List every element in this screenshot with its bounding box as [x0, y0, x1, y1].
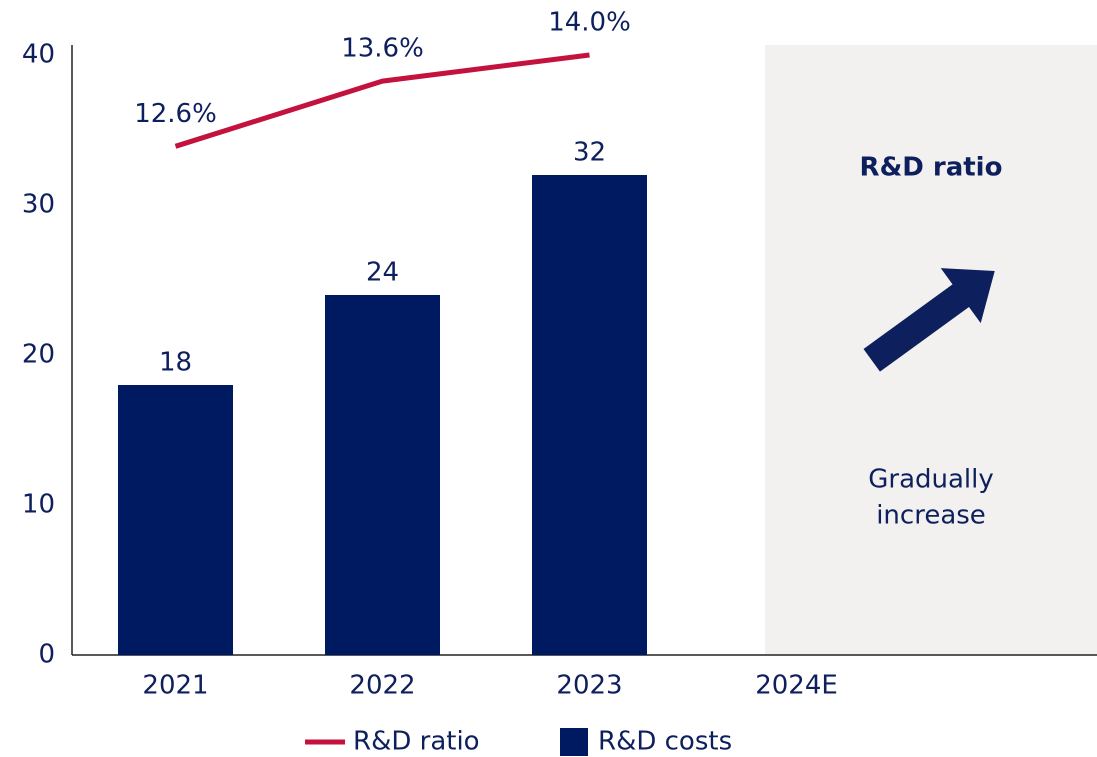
y-tick-label: 40 — [22, 40, 55, 70]
annotation-text: increase — [876, 501, 986, 531]
data-label: 12.6% — [134, 99, 217, 129]
line — [174, 52, 590, 149]
x-tick-label: 2023 — [556, 671, 622, 701]
x-tick-label: 2022 — [349, 671, 415, 701]
data-label: 32 — [573, 138, 606, 168]
legend-swatch — [560, 728, 588, 756]
bar — [325, 295, 440, 655]
data-label: 13.6% — [341, 34, 424, 64]
legend-label: R&D costs — [598, 727, 732, 757]
y-tick-label: 10 — [22, 490, 55, 520]
forecast-area — [765, 45, 1097, 655]
bar — [532, 175, 647, 655]
annotation-text: Gradually — [868, 465, 994, 495]
data-label: 24 — [366, 258, 399, 288]
y-tick-label: 20 — [22, 340, 55, 370]
data-label: 18 — [159, 348, 192, 378]
x-tick-label: 2024E — [755, 671, 838, 701]
data-label: 14.0% — [548, 8, 631, 38]
trend-arrow — [863, 268, 995, 372]
y-tick-label: 30 — [22, 190, 55, 220]
x-tick-label: 2021 — [142, 671, 208, 701]
bar — [118, 385, 233, 655]
legend-label: R&D ratio — [353, 727, 480, 757]
annotation-title: R&D ratio — [860, 153, 1003, 183]
y-tick-label: 0 — [38, 640, 55, 670]
